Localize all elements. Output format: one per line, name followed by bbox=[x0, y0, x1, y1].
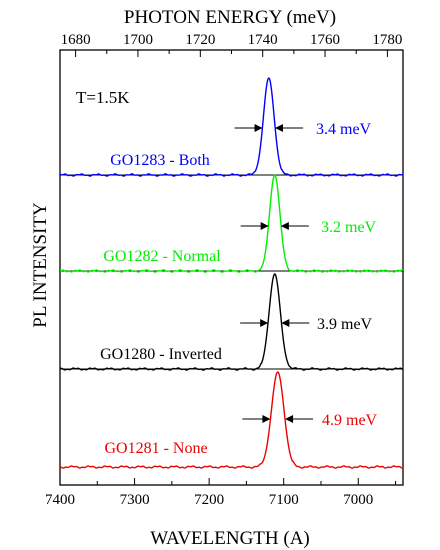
top-tick-label: 1740 bbox=[248, 32, 278, 48]
fwhm-label: 3.2 meV bbox=[321, 219, 377, 236]
fwhm-label: 3.4 meV bbox=[316, 121, 372, 138]
x-axis-title: WAVELENGTH (A) bbox=[150, 528, 310, 549]
x-tick-label: 7400 bbox=[45, 492, 75, 508]
x-tick-label: 7200 bbox=[194, 492, 224, 508]
series-2: GO1282 - Normal 3.2 meV bbox=[59, 174, 404, 273]
series-label: GO1282 - Normal bbox=[103, 248, 221, 265]
fwhm-label: 3.9 meV bbox=[317, 316, 373, 333]
top-axis-ticks: 1680 1700 1720 1740 1760 1780 bbox=[61, 32, 402, 57]
x-tick-label: 7000 bbox=[343, 492, 373, 508]
fwhm-label: 4.9 meV bbox=[322, 412, 378, 429]
top-tick-label: 1780 bbox=[372, 32, 402, 48]
top-axis-title: PHOTON ENERGY (meV) bbox=[124, 7, 336, 28]
fwhm-arrowhead-left bbox=[262, 415, 271, 423]
fwhm-arrowhead-right bbox=[280, 222, 289, 230]
x-tick-label: 7100 bbox=[269, 492, 299, 508]
fwhm-arrowhead-right bbox=[281, 319, 290, 327]
panel-separators bbox=[60, 174, 403, 370]
spectrum-line bbox=[59, 77, 404, 177]
fwhm-arrowhead-left bbox=[260, 222, 269, 230]
spectrum-line bbox=[59, 174, 404, 273]
spectrum-line bbox=[59, 371, 404, 469]
x-tick-label: 7300 bbox=[120, 492, 150, 508]
spectrum-line bbox=[59, 273, 404, 371]
fwhm-arrowhead-right bbox=[285, 415, 294, 423]
series-group: GO1283 - Both 3.4 meV GO1282 - Normal 3.2 m… bbox=[59, 77, 404, 469]
bottom-axis-ticks: 7400 7300 7200 7100 7000 bbox=[45, 478, 397, 508]
series-3: GO1280 - Inverted 3.9 meV bbox=[59, 273, 404, 371]
series-label: GO1283 - Both bbox=[110, 152, 210, 169]
temperature-annotation: T=1.5K bbox=[76, 88, 130, 107]
top-tick-label: 1700 bbox=[123, 32, 153, 48]
fwhm-arrowhead-left bbox=[254, 124, 263, 132]
series-label: GO1280 - Inverted bbox=[100, 346, 222, 363]
fwhm-arrowhead-left bbox=[260, 319, 269, 327]
top-tick-label: 1720 bbox=[185, 32, 215, 48]
series-4: GO1281 - None 4.9 meV bbox=[59, 371, 404, 469]
fwhm-arrowhead-right bbox=[275, 124, 284, 132]
series-1: GO1283 - Both 3.4 meV bbox=[59, 77, 404, 177]
series-label: GO1281 - None bbox=[104, 440, 207, 457]
top-tick-label: 1760 bbox=[310, 32, 340, 48]
y-axis-title: PL INTENSITY bbox=[30, 202, 51, 328]
top-tick-label: 1680 bbox=[61, 32, 91, 48]
